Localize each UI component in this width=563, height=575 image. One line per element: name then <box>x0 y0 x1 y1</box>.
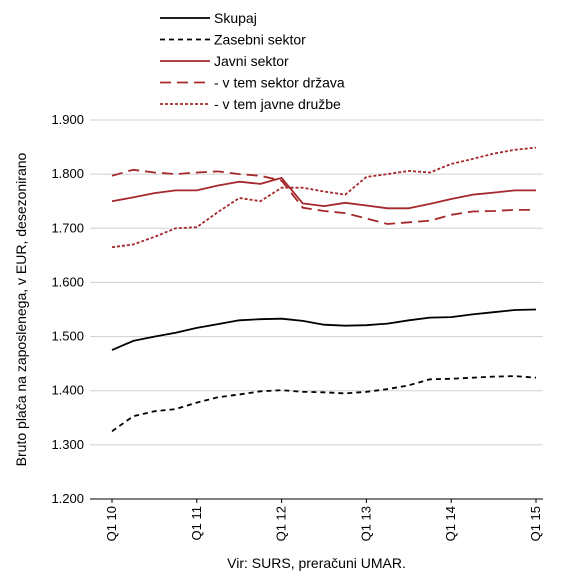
series-line <box>111 375 537 433</box>
y-axis-title: Bruto plača na zaposlenega, v EUR, desez… <box>13 152 29 466</box>
y-tick-label: 1.200 <box>51 491 84 506</box>
x-tick-labels: Q1 10 Q1 11 Q1 12 Q1 13 Q1 14 Q1 15 <box>104 499 543 541</box>
x-axis-title: Vir: SURS, preračuni UMAR. <box>227 555 406 571</box>
legend-label: Javni sektor <box>214 53 289 69</box>
y-tick-label: 1.800 <box>51 166 84 181</box>
y-tick-label: 1.900 <box>51 112 84 127</box>
y-tick-label: 1.700 <box>51 220 84 235</box>
series-line <box>111 146 537 249</box>
x-tick-label: Q1 11 <box>189 506 204 540</box>
x-tick-label: Q1 13 <box>358 506 373 541</box>
y-tick-label: 1.300 <box>51 437 84 452</box>
legend-label: Skupaj <box>214 10 257 26</box>
gridlines <box>90 119 543 446</box>
y-tick-label: 1.500 <box>51 329 84 344</box>
series-line <box>111 308 537 351</box>
series-lines <box>111 146 537 433</box>
y-tick-labels: 1.200 1.300 1.400 1.500 1.600 1.700 1.800 1.900 <box>51 112 84 506</box>
x-tick-label: Q1 10 <box>104 506 119 541</box>
legend-label: Zasebni sektor <box>214 32 306 48</box>
x-tick-label: Q1 12 <box>274 506 289 541</box>
x-tick-label: Q1 14 <box>443 506 458 541</box>
y-tick-label: 1.400 <box>51 383 84 398</box>
legend-label: - v tem sektor država <box>214 75 345 91</box>
series-line <box>111 168 536 225</box>
series-line <box>111 176 536 210</box>
legend-label: - v tem javne družbe <box>214 96 341 112</box>
y-tick-label: 1.600 <box>51 274 84 289</box>
legend: Skupaj Zasebni sektor Javni sektor - v tem … <box>160 10 345 112</box>
x-tick-label: Q1 15 <box>528 506 543 541</box>
